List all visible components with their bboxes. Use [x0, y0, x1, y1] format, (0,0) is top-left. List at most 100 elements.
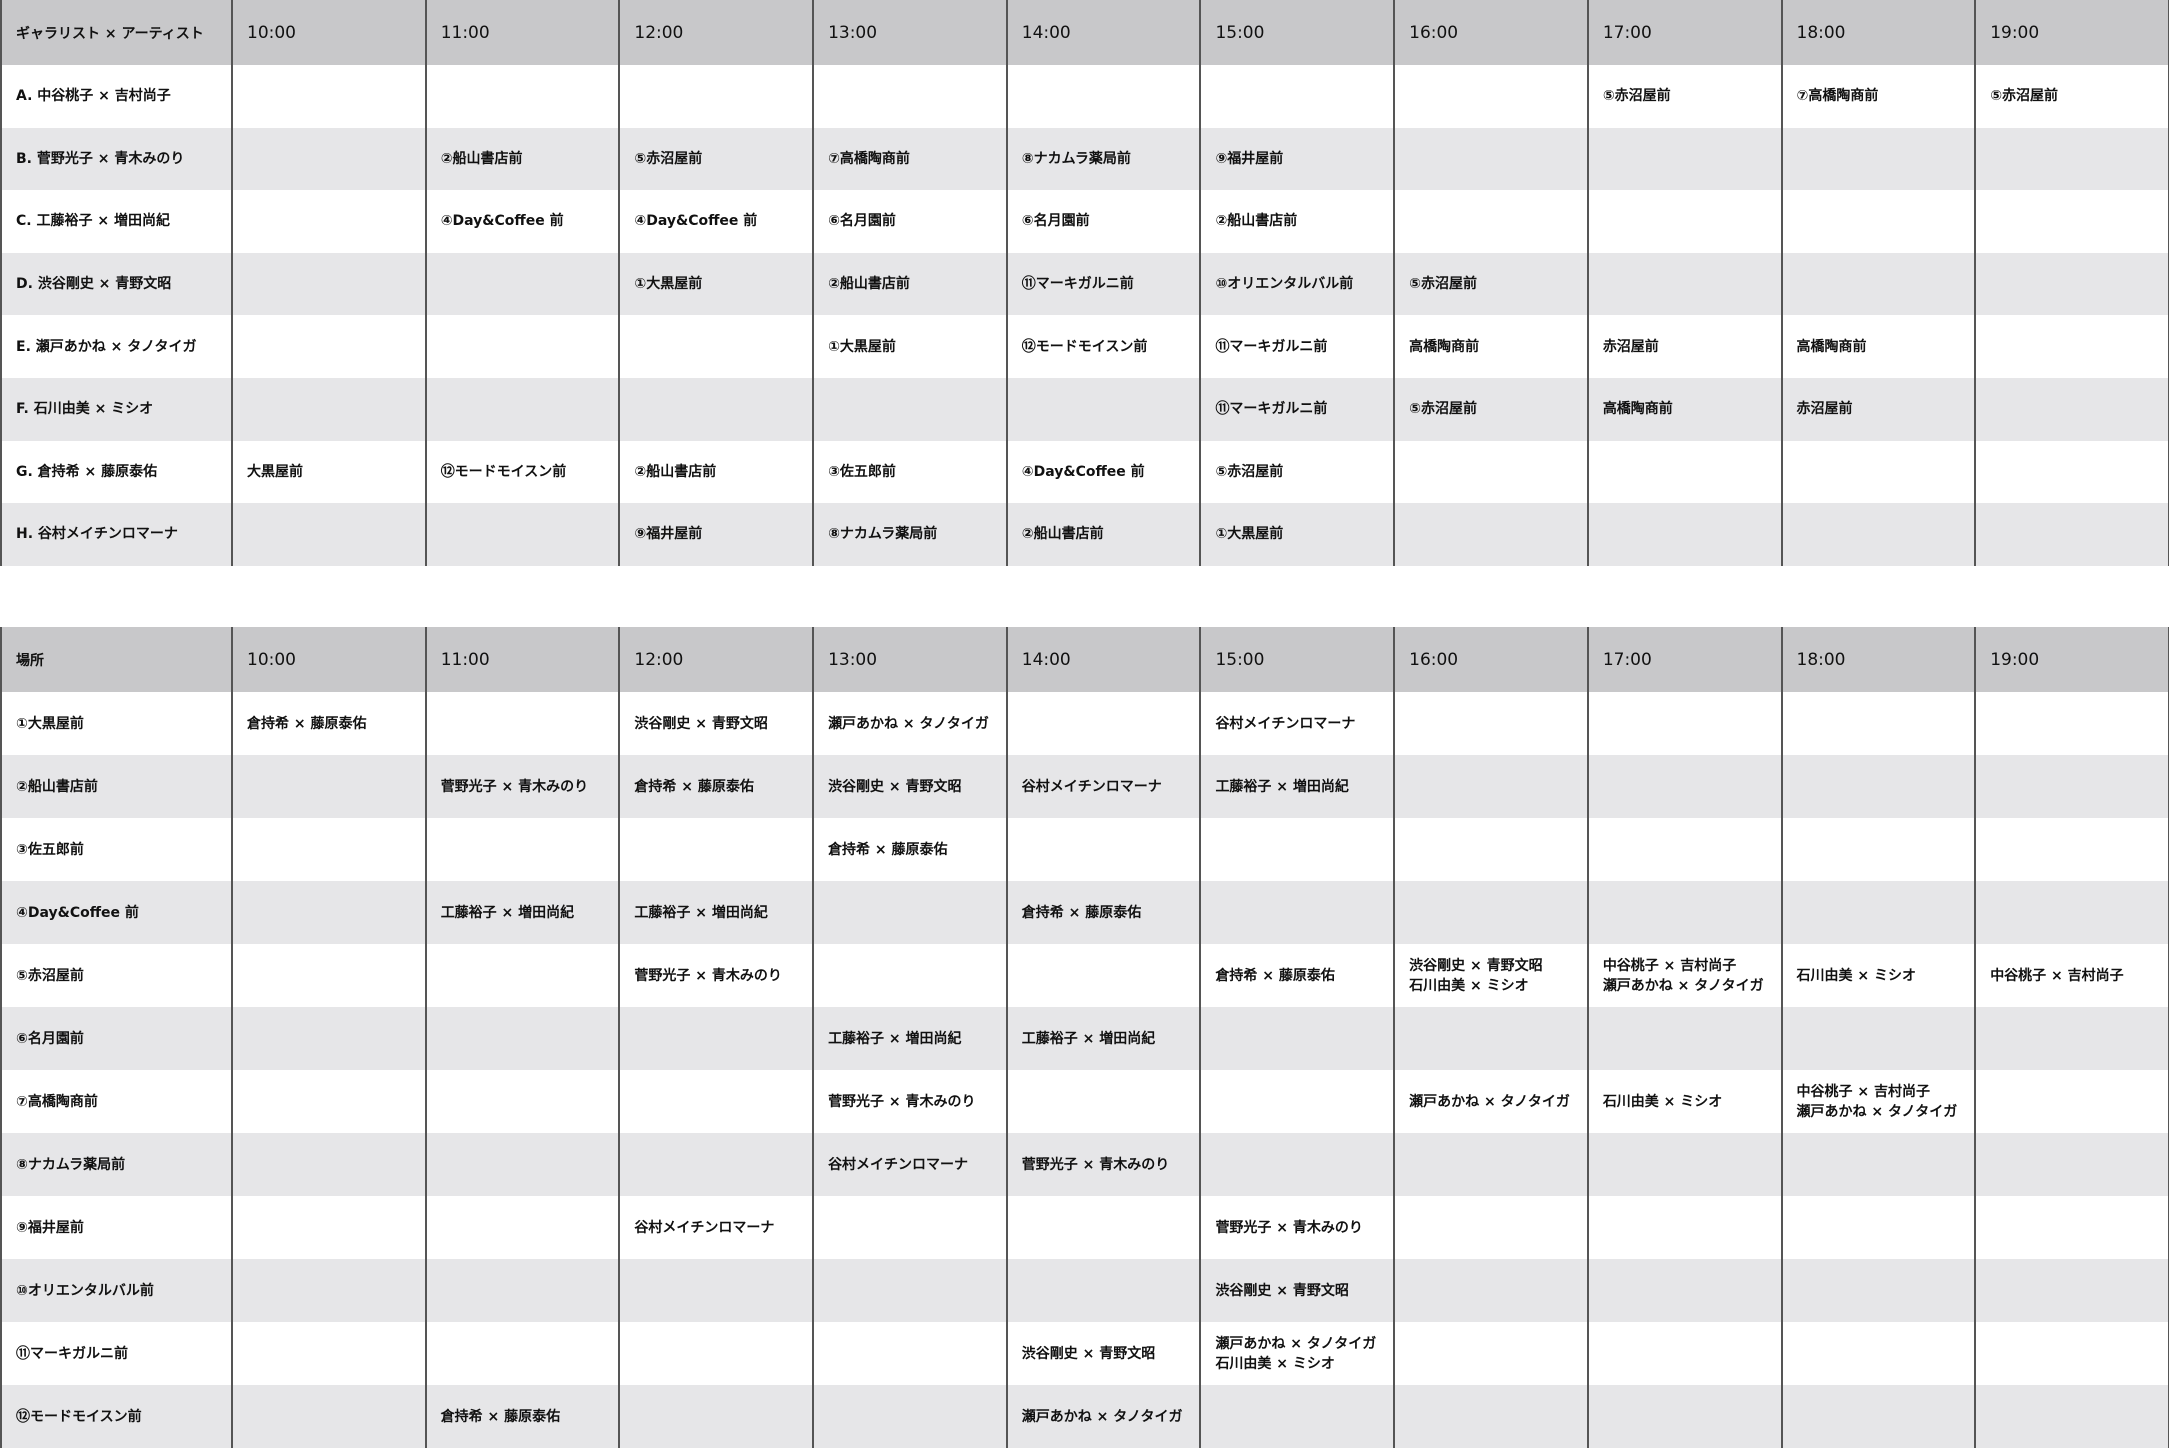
schedule-cell: ⑤赤沼屋前 [1586, 65, 1783, 128]
schedule-cell [618, 377, 815, 441]
schedule-cell [1393, 127, 1589, 191]
schedule-cell [424, 1196, 621, 1259]
schedule-cell: ⑫モードモイスン前 [424, 440, 621, 504]
time-column-header: 16:00 [1393, 0, 1589, 65]
schedule-cell [1974, 252, 2169, 316]
row-label: ⑦高橋陶商前 [0, 1070, 233, 1133]
schedule-cell [812, 881, 1008, 944]
time-column-header: 17:00 [1586, 627, 1783, 692]
schedule-cell [231, 315, 427, 378]
schedule-cell: ⑤赤沼屋前 [1393, 377, 1589, 441]
schedule-cell: ②船山書店前 [1199, 190, 1396, 253]
schedule-cell: ⑪マーキガルニ前 [1005, 252, 1202, 316]
schedule-cell [1586, 127, 1783, 191]
table-row: ②船山書店前 菅野光子 × 青木みのり 倉持希 × 藤原泰佑 渋谷剛史 × 青野文昭谷… [0, 755, 2169, 818]
schedule-cell [1586, 818, 1783, 881]
schedule-cell [618, 1007, 815, 1070]
schedule-cell [1393, 818, 1589, 881]
schedule-cell: 工藤裕子 × 増田尚紀 [424, 881, 621, 944]
schedule-cell: 倉持希 × 藤原泰佑 [812, 818, 1008, 881]
schedule-cell [618, 818, 815, 881]
schedule-cell: 中谷桃子 × 吉村尚子 瀬戸あかね × タノタイガ [1780, 1070, 1977, 1133]
schedule-cell: ④Day&Coffee 前 [1005, 440, 1202, 504]
schedule-cell [1780, 881, 1977, 944]
schedule-cell: ②船山書店前 [618, 440, 815, 504]
schedule-cell [1780, 252, 1977, 316]
schedule-cell [1780, 190, 1977, 253]
row-label: ②船山書店前 [0, 755, 233, 818]
schedule-cell: 瀬戸あかね × タノタイガ [812, 692, 1008, 755]
schedule-cell [231, 755, 427, 818]
schedule-cell [1005, 1196, 1202, 1259]
schedule-cell: ④Day&Coffee 前 [618, 190, 815, 253]
schedule-cell [1586, 1007, 1783, 1070]
schedule-cell [1586, 1196, 1783, 1259]
schedule-cell: 大黒屋前 [231, 440, 427, 504]
schedule-cell [1393, 1385, 1589, 1448]
schedule-cell [1780, 503, 1977, 566]
schedule-cell: 瀬戸あかね × タノタイガ 石川由美 × ミシオ [1199, 1322, 1396, 1385]
schedule-cell [1199, 881, 1396, 944]
schedule-cell: 倉持希 × 藤原泰佑 [424, 1385, 621, 1448]
schedule-cell: 渋谷剛史 × 青野文昭 [1005, 1322, 1202, 1385]
schedule-cell: 工藤裕子 × 増田尚紀 [812, 1007, 1008, 1070]
schedule-cell: 菅野光子 × 青木みのり [1005, 1133, 1202, 1196]
row-label: ①大黒屋前 [0, 692, 233, 755]
schedule-cell [618, 65, 815, 128]
schedule-cell [812, 1259, 1008, 1322]
row-label: ⑩オリエンタルバル前 [0, 1259, 233, 1322]
schedule-cell: 渋谷剛史 × 青野文昭 石川由美 × ミシオ [1393, 944, 1589, 1007]
schedule-cell [1780, 818, 1977, 881]
table-row: H. 谷村メイチンロマーナ ⑨福井屋前 ⑧ナカムラ薬局前 ②船山書店前 ①大黒屋前 [0, 503, 2169, 566]
schedule-cell [1586, 252, 1783, 316]
schedule-cell [1974, 127, 2169, 191]
schedule-cell [1974, 755, 2169, 818]
schedule-cell [1586, 440, 1783, 504]
schedule-cell [424, 252, 621, 316]
schedule-cell [1974, 1322, 2169, 1385]
row-label: G. 倉持希 × 藤原泰佑 [0, 440, 233, 504]
schedule-cell [1393, 65, 1589, 128]
schedule-cell: ②船山書店前 [812, 252, 1008, 316]
schedule-cell: 赤沼屋前 [1780, 377, 1977, 441]
schedule-cell [1393, 503, 1589, 566]
table-row: G. 倉持希 × 藤原泰佑 大黒屋前 ⑫モードモイスン前 ②船山書店前 ③佐五郎前 ④Da… [0, 440, 2169, 504]
schedule-cell [1974, 692, 2169, 755]
schedule-cell [1974, 440, 2169, 504]
time-column-header: 14:00 [1005, 627, 1202, 692]
table-row: ⑤赤沼屋前 菅野光子 × 青木みのり 倉持希 × 藤原泰佑 渋谷剛史 × 青野文昭 石… [0, 944, 2169, 1007]
schedule-cell: ⑩オリエンタルバル前 [1199, 252, 1396, 316]
schedule-cell [424, 377, 621, 441]
schedule-cell: ⑤赤沼屋前 [1199, 440, 1396, 504]
row-label: ⑧ナカムラ薬局前 [0, 1133, 233, 1196]
schedule-cell: 瀬戸あかね × タノタイガ [1393, 1070, 1589, 1133]
schedule-cell [231, 503, 427, 566]
schedule-cell: 菅野光子 × 青木みのり [618, 944, 815, 1007]
time-column-header: 19:00 [1974, 0, 2169, 65]
schedule-cell [1586, 755, 1783, 818]
schedule-cell: 倉持希 × 藤原泰佑 [1199, 944, 1396, 1007]
schedule-cell: 倉持希 × 藤原泰佑 [1005, 881, 1202, 944]
schedule-cell [1586, 190, 1783, 253]
time-column-header: 19:00 [1974, 627, 2169, 692]
schedule-cell [1974, 1196, 2169, 1259]
schedule-cell [1974, 1133, 2169, 1196]
schedule-cell [1199, 1133, 1396, 1196]
schedule-cell [424, 818, 621, 881]
time-column-header: 11:00 [424, 627, 621, 692]
schedule-cell [1974, 315, 2169, 378]
schedule-cell [1005, 377, 1202, 441]
schedule-cell: 赤沼屋前 [1586, 315, 1783, 378]
schedule-cell: 高橋陶商前 [1393, 315, 1589, 378]
schedule-cell [618, 1322, 815, 1385]
row-label: F. 石川由美 × ミシオ [0, 377, 233, 441]
row-label: H. 谷村メイチンロマーナ [0, 503, 233, 566]
schedule-cell [1586, 503, 1783, 566]
table-row: C. 工藤裕子 × 増田尚紀 ④Day&Coffee 前 ④Day&Coffee 前… [0, 190, 2169, 253]
schedule-cell [1199, 818, 1396, 881]
table-row: ③佐五郎前 倉持希 × 藤原泰佑 [0, 818, 2169, 881]
schedule-cell [1393, 1133, 1589, 1196]
schedule-cell: 谷村メイチンロマーナ [1005, 755, 1202, 818]
time-column-header: 10:00 [231, 0, 427, 65]
schedule-cell [1199, 1070, 1396, 1133]
